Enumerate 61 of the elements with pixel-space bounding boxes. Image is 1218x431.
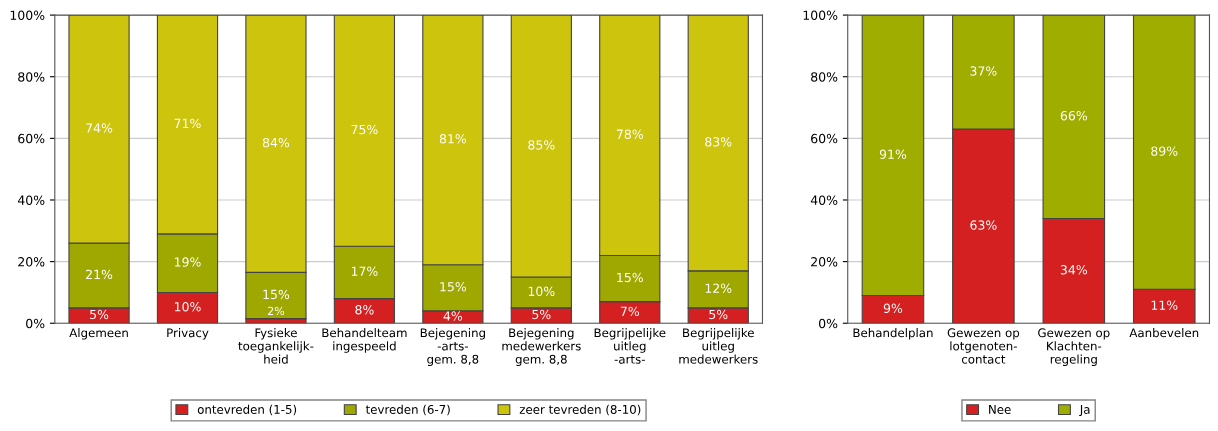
y-tick-label: 20% <box>811 257 838 267</box>
data-label: 34% <box>1060 265 1088 275</box>
x-tick-label: Begrijpelijke uitleg medewerkers <box>679 328 758 364</box>
data-label: 12% <box>705 283 732 293</box>
data-label: 21% <box>86 269 113 280</box>
data-label: 75% <box>351 124 378 135</box>
data-label: 37% <box>970 66 997 76</box>
data-label: 10% <box>528 286 555 297</box>
legend-label: Nee <box>989 405 1011 414</box>
x-tick-label: Behandelplan <box>853 328 933 340</box>
data-label: 91% <box>879 149 907 159</box>
data-label: 15% <box>440 281 467 292</box>
legend-label: zeer tevreden (8-10) <box>519 404 641 416</box>
y-tick-label: 0% <box>819 318 838 329</box>
data-label: 7% <box>620 306 640 317</box>
data-label: 10% <box>174 302 201 312</box>
y-tick-label: 40% <box>810 195 838 205</box>
data-label: 5% <box>709 309 728 320</box>
data-label: 9% <box>883 303 903 314</box>
y-tick-label: 40% <box>17 195 45 205</box>
x-tick-label: Fysieke toegankelijk- heid <box>238 328 314 364</box>
y-tick-label: 100% <box>803 10 838 21</box>
data-label: 17% <box>351 266 378 277</box>
legend-label: ontevreden (1-5) <box>197 404 297 416</box>
y-tick-label: 60% <box>811 133 838 144</box>
x-tick-label: Gewezen op lotgenoten- contact <box>947 328 1020 364</box>
y-tick-label: 0% <box>26 318 45 329</box>
data-label: 11% <box>1151 300 1178 310</box>
data-label: 2% <box>267 306 285 316</box>
y-tick-label: 100% <box>10 10 45 21</box>
x-tick-label: Aanbevelen <box>1129 328 1199 338</box>
y-tick-label: 80% <box>811 72 838 82</box>
data-label: 4% <box>443 311 463 321</box>
x-tick-label: Begrijpelijke uitleg -arts- <box>594 328 666 364</box>
y-tick-label: 20% <box>18 257 45 267</box>
data-label: 5% <box>90 309 109 320</box>
data-label: 63% <box>970 220 997 230</box>
data-label: 19% <box>174 257 201 267</box>
x-tick-label: Behandelteam ingespeeld <box>322 328 407 353</box>
data-label: 5% <box>532 309 551 320</box>
data-label: 15% <box>263 289 290 300</box>
x-tick-label: Privacy <box>167 328 209 340</box>
data-label: 83% <box>705 137 732 147</box>
x-tick-label: Algemeen <box>69 328 128 340</box>
data-label: 85% <box>528 140 555 150</box>
data-label: 89% <box>1151 146 1178 156</box>
x-tick-label: Bejegening medewerkers gem. 8,8 <box>502 328 581 366</box>
y-tick-label: 60% <box>18 133 45 144</box>
data-label: 66% <box>1060 110 1088 121</box>
data-label: 15% <box>617 272 643 283</box>
data-label: 8% <box>355 305 374 315</box>
x-tick-label: Bejegening -arts- gem. 8,8 <box>420 328 485 366</box>
data-label: 81% <box>439 134 467 144</box>
legend-label: tevreden (6-7) <box>365 404 450 416</box>
legend-label: Ja <box>1079 405 1090 417</box>
y-tick-label: 80% <box>18 72 45 82</box>
data-label: 78% <box>616 129 643 139</box>
x-tick-label: Gewezen op Klachten- regeling <box>1038 328 1110 366</box>
data-label: 84% <box>262 137 290 148</box>
data-label: 71% <box>174 118 201 129</box>
data-label: 74% <box>86 123 113 133</box>
